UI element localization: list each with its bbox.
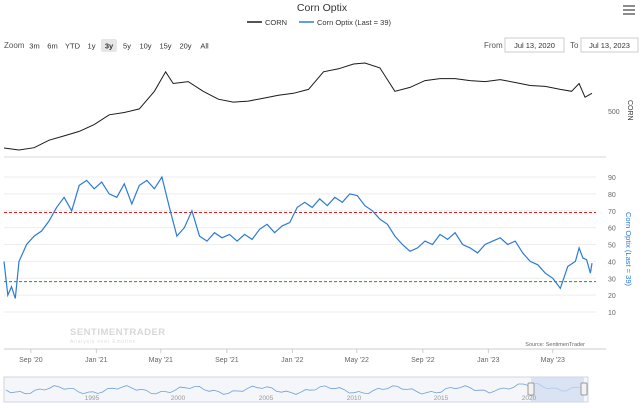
optix-y-tick: 50: [608, 243, 616, 250]
chart-title: Corn Optix: [297, 2, 348, 14]
to-date-value: Jul 13, 2023: [589, 41, 630, 50]
corn-price-pane: 500 CORN: [3, 62, 633, 158]
optix-y-tick: 40: [608, 259, 616, 266]
x-tick-label: Jan '23: [477, 357, 499, 364]
sentimentrader-watermark: SENTIMENTRADER Analysis over Emotion: [70, 327, 166, 345]
corn-y-tick: 500: [608, 109, 620, 116]
navigator-series: [5, 382, 587, 395]
zoom-button-20y[interactable]: [177, 39, 194, 52]
zoom-button-label: 3y: [105, 42, 114, 51]
navigator-year-label: 2005: [259, 395, 274, 402]
zoom-buttons: 3m 6m YTD 1y 3y 5y 10y 15y 20y All: [27, 39, 212, 52]
navigator-right-handle[interactable]: [580, 382, 588, 396]
x-axis: Sep '20 Jan '21 May '21 Sep '21 Jan '22 May '…: [4, 348, 606, 364]
legend: CORN Corn Optix (Last = 39): [247, 18, 391, 27]
zoom-button-3m[interactable]: [27, 39, 42, 52]
zoom-button-10y[interactable]: [137, 39, 154, 52]
corn-optix-pane: 10 20 30 40 50 60 70 80 90 Corn Optix (Last = 39): [3, 175, 633, 317]
navigator-year-label: 2010: [347, 395, 362, 402]
x-tick-label: Sep '22: [411, 357, 435, 364]
to-date-input[interactable]: [580, 37, 639, 53]
watermark-tagline: Analysis over Emotion: [70, 339, 136, 345]
optix-y-tick: 90: [608, 175, 616, 182]
zoom-button-label: YTD: [65, 42, 81, 51]
zoom-button-1y[interactable]: [85, 39, 98, 52]
hamburger-menu-icon[interactable]: [620, 3, 638, 17]
navigator-year-label: 2015: [434, 395, 449, 402]
watermark-brand: SENTIMENTRADER: [70, 327, 166, 338]
corn-price-line: [3, 62, 593, 151]
source-note: Source: SentimenTrader: [525, 342, 585, 348]
zoom-button-5y[interactable]: [120, 39, 134, 52]
legend-label-corn[interactable]: CORN: [265, 18, 287, 27]
to-label: To: [570, 41, 579, 50]
zoom-button-ytd[interactable]: [63, 39, 82, 52]
x-tick-label: Sep '20: [19, 357, 43, 364]
optix-y-tick: 30: [608, 276, 616, 283]
zoom-label: Zoom: [4, 41, 25, 50]
navigator-year-label: 2020: [522, 395, 537, 402]
from-date-value: Jul 13, 2020: [514, 41, 555, 50]
zoom-button-6m[interactable]: [45, 39, 60, 52]
zoom-button-all[interactable]: [197, 39, 212, 52]
zoom-button-label: 20y: [179, 42, 191, 51]
optix-y-tick: 20: [608, 293, 616, 300]
zoom-button-label: 3m: [29, 42, 39, 51]
zoom-button-label: 15y: [159, 42, 171, 51]
from-label: From: [484, 41, 503, 50]
navigator-selection[interactable]: [531, 377, 584, 402]
x-tick-label: Jan '22: [281, 357, 303, 364]
zoom-button-15y[interactable]: [157, 39, 174, 52]
optix-y-axis-label: Corn Optix (Last = 39): [624, 212, 633, 286]
x-tick-label: Sep '21: [215, 357, 239, 364]
navigator-year-label: 1995: [85, 395, 100, 402]
zoom-button-label: 6m: [47, 42, 57, 51]
navigator[interactable]: 1995 2000 2005 2010 2015 2020: [3, 376, 589, 403]
corn-optix-line: [3, 175, 593, 299]
zoom-button-label: 10y: [139, 42, 151, 51]
zoom-button-label: All: [200, 42, 209, 51]
navigator-left-handle[interactable]: [527, 382, 535, 396]
x-tick-label: May '21: [149, 357, 173, 364]
legend-label-optix[interactable]: Corn Optix (Last = 39): [317, 18, 391, 27]
optix-y-tick: 60: [608, 226, 616, 233]
navigator-year-label: 2000: [171, 395, 186, 402]
x-tick-label: Jan '21: [85, 357, 107, 364]
optix-y-tick: 70: [608, 209, 616, 216]
zoom-button-label: 1y: [88, 42, 96, 51]
optix-y-tick: 10: [608, 310, 616, 317]
corn-y-axis-label: CORN: [626, 100, 633, 121]
x-tick-label: May '22: [345, 357, 369, 364]
navigator-track: [3, 376, 589, 403]
zoom-button-label: 5y: [123, 42, 131, 51]
optix-y-tick: 80: [608, 192, 616, 199]
x-tick-label: May '23: [541, 357, 565, 364]
from-date-input[interactable]: [504, 37, 565, 53]
zoom-button-3y[interactable]: [101, 39, 117, 52]
